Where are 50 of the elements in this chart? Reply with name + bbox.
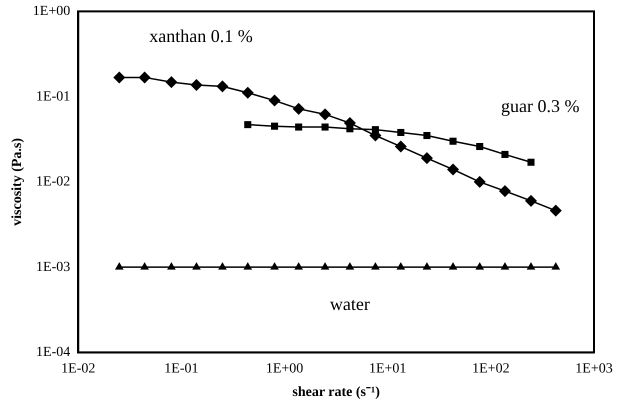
y-axis-title: viscosity (Pa.s) xyxy=(10,138,26,226)
point xyxy=(448,262,458,270)
point xyxy=(551,262,560,270)
y-tick-label: 1E-02 xyxy=(36,174,70,190)
point xyxy=(394,140,407,153)
point xyxy=(268,94,281,107)
point xyxy=(190,78,202,91)
point xyxy=(474,176,486,188)
point xyxy=(114,262,124,270)
point xyxy=(294,262,303,270)
x-tick-label: 1E+02 xyxy=(472,361,510,376)
point xyxy=(475,262,484,270)
x-axis-title: shear rate (s⁻¹) xyxy=(292,385,380,400)
y-tick-label: 1E-01 xyxy=(36,89,70,104)
point xyxy=(498,185,511,198)
point xyxy=(216,80,228,92)
point xyxy=(524,194,537,207)
series-label: xanthan 0.1 % xyxy=(149,26,253,46)
point xyxy=(167,262,176,270)
point xyxy=(500,262,510,270)
point xyxy=(526,262,536,270)
point xyxy=(420,152,433,164)
point xyxy=(165,76,178,88)
point xyxy=(192,262,201,270)
x-tick-label: 1E-02 xyxy=(61,361,96,376)
x-tick-label: 1E-01 xyxy=(164,361,199,376)
y-tick-label: 1E-04 xyxy=(36,345,70,360)
x-tick-label: 1E+03 xyxy=(575,361,613,376)
point xyxy=(320,262,330,270)
point xyxy=(371,262,380,270)
point xyxy=(319,108,332,120)
point xyxy=(243,262,252,270)
point xyxy=(138,71,151,84)
point xyxy=(550,204,562,217)
point xyxy=(422,262,432,270)
point xyxy=(242,86,254,99)
series-label: water xyxy=(330,294,370,314)
point xyxy=(292,102,305,115)
point xyxy=(218,262,227,270)
point xyxy=(346,262,354,270)
point xyxy=(396,262,406,270)
x-tick-label: 1E+01 xyxy=(368,361,406,376)
series-label: guar 0.3 % xyxy=(500,96,580,116)
point xyxy=(270,262,279,270)
y-tick-label: 1E-03 xyxy=(36,260,70,275)
point xyxy=(113,71,126,84)
point xyxy=(140,262,149,270)
x-tick-label: 1E+00 xyxy=(266,361,304,376)
y-tick-label: 1E+00 xyxy=(32,4,70,20)
point xyxy=(447,163,460,176)
